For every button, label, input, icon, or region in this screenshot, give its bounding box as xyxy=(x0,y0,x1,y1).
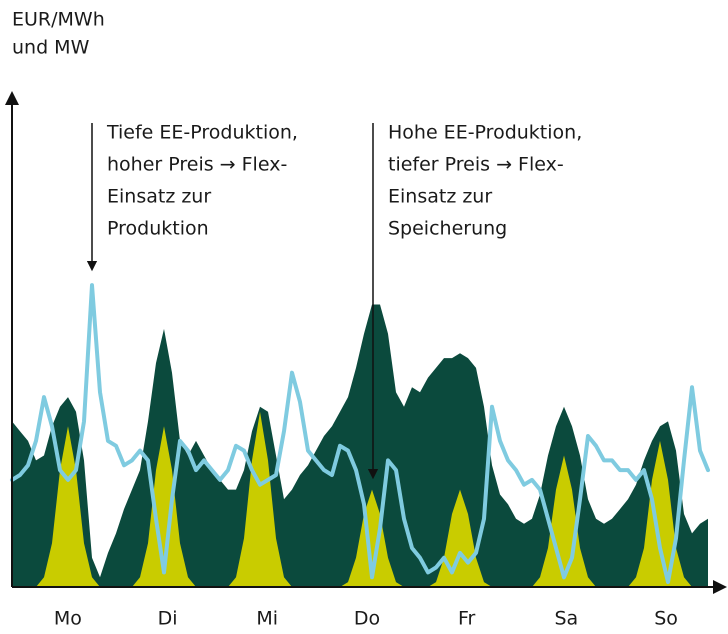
y-axis-label: EUR/MWh xyxy=(12,9,105,31)
annotation-text: Einsatz zur xyxy=(107,186,211,208)
line xyxy=(10,283,710,585)
annotation-text: Einsatz zur xyxy=(388,186,492,208)
x-tick-label: Do xyxy=(354,608,380,630)
annotation-text: tiefer Preis → Flex- xyxy=(388,154,564,176)
annotation-text: Tiefe EE-Produktion, xyxy=(106,122,298,144)
x-tick-label: Mi xyxy=(256,608,278,630)
plot-area xyxy=(10,283,710,587)
y-axis-label: und MW xyxy=(12,37,90,59)
annotation-text: Speicherung xyxy=(388,218,507,240)
annotation-text: Produktion xyxy=(107,218,209,240)
annotation-text: hoher Preis → Flex- xyxy=(107,154,287,176)
annotation-text: Hohe EE-Produktion, xyxy=(388,122,582,144)
area xyxy=(12,411,708,587)
x-tick-label: So xyxy=(654,608,678,630)
x-tick-label: Di xyxy=(158,608,178,630)
x-tick-label: Mo xyxy=(54,608,82,630)
area xyxy=(12,304,708,587)
x-tick-label: Fr xyxy=(458,608,476,630)
x-tick-label: Sa xyxy=(554,608,578,630)
